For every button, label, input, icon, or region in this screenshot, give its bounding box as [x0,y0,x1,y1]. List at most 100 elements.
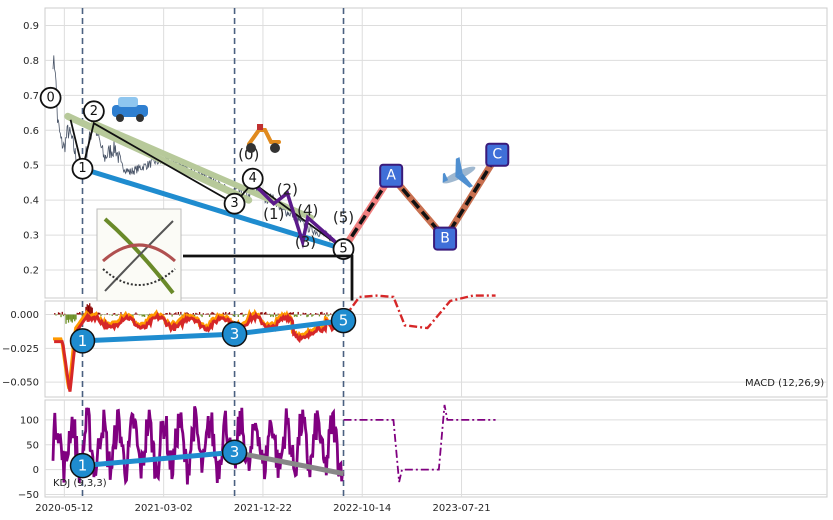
macd-histogram-bar [117,313,120,315]
macd-histogram-bar [144,314,146,317]
wave-marker-circle [241,167,264,190]
macd-histogram-bar [91,307,93,315]
macd-histogram-bar [310,313,312,315]
macd-panel: 0.000 −0.025 −0.050 1 3 5 [2,294,828,398]
scooter-seat [257,124,263,130]
x-tick-label: 2021-12-22 [234,503,292,514]
macd-histogram-bar [193,314,196,317]
macd-histogram-bar [165,313,167,315]
macd-histogram-bar [195,312,197,315]
y-tick-label: 0.000 [10,310,39,321]
macd-histogram-bar [64,313,66,315]
macd-histogram-bar [86,304,88,315]
macd-divergence-label: 3 [230,325,240,343]
projection-marker-box [379,163,404,188]
macd-histogram-bar [227,313,229,315]
macd-histogram-bar [149,313,151,315]
sub-wave-label: (4) [297,202,318,220]
macd-histogram-bar [312,314,314,316]
macd-histogram-bar [76,312,78,315]
macd-histogram-bar [116,314,118,316]
macd-histogram-bar [223,313,226,315]
wave-marker-circle [82,100,105,123]
wave-marker-label: 0 [46,90,54,105]
y-tick-label: 100 [20,415,39,426]
macd-histogram-bar [313,314,316,316]
wave-marker-circle [332,238,355,260]
projection-marker-label: C [492,147,502,163]
macd-histogram-bar [168,312,171,315]
macd-histogram-bar [205,313,207,315]
macd-histogram-bar [77,313,80,315]
macd-histogram-bar [211,311,213,315]
macd-histogram-bar [177,311,180,315]
y-tick-label: 0.7 [23,91,39,102]
scooter-wheel [246,143,256,153]
macd-histogram-bar [328,314,331,316]
kdj-divergence-line [82,449,235,469]
macd-histogram-bar [268,313,271,315]
macd-histogram-bar [240,313,242,315]
macd-histogram-bar [59,312,61,315]
macd-histogram-bar [275,314,277,317]
macd-histogram-bar [297,311,299,315]
macd-histogram-bar [291,313,293,315]
macd-histogram-bar [139,314,141,316]
macd-divergence-label: 1 [78,332,88,350]
y-tick-label: −50 [18,490,39,501]
macd-histogram-bar [65,314,67,324]
macd-histogram-bar [233,314,236,316]
macd-histogram-bar [213,313,216,315]
macd-histogram-bar [327,314,329,317]
scooter-body [247,128,281,146]
macd-histogram-bar [106,313,108,315]
projection-wave-dashed [342,153,499,251]
projection-marker-box [485,142,510,167]
y-tick-label: −0.050 [2,378,39,389]
macd-histogram-bar [104,314,106,316]
price-panel: 0.20.30.40.50.60.70.80.9012345(0)(1)(2)(… [23,7,828,338]
macd-histogram-bar [212,312,214,315]
macd-histogram-bar [228,312,231,315]
panel-frame [44,399,828,498]
macd-histogram-bar [131,314,133,317]
macd-histogram-bar [70,314,72,322]
macd-histogram-bar [172,313,175,315]
macd-histogram-bar [120,312,122,315]
y-tick-label: 0.8 [23,56,39,67]
macd-histogram-bar [263,312,266,315]
macd-histogram-bar [326,312,328,315]
wave-marker-circle [223,192,246,215]
kdj-divergence-marker [221,439,248,465]
macd-histogram-bar [175,312,177,315]
macd-histogram-bar [307,314,309,317]
macd-histogram-bar [171,314,173,317]
macd-histogram-bar [232,314,234,317]
scooter-wheel [270,143,280,153]
y-tick-label: 0.4 [23,196,39,207]
macd-histogram-bar [225,311,227,315]
macd-divergence-marker [330,307,357,334]
macd-histogram-bar [111,314,113,316]
wave-marker-label: 5 [339,242,347,257]
macd-histogram-bar [276,314,278,316]
thumbnail-curve [102,268,176,286]
airplane-wing [455,157,463,177]
macd-divergence-label: 5 [339,312,349,330]
macd-histogram-bar [55,314,57,316]
macd-histogram-bar [277,313,279,315]
macd-histogram-bar [330,313,332,315]
macd-histogram-bar [87,305,90,315]
macd-histogram-bar [206,313,208,315]
macd-histogram-bar [90,306,92,315]
wave-marker-circle [39,86,62,109]
projection-marker-label: B [440,231,450,247]
macd-histogram-bar [61,311,63,315]
macd-histogram-bar [132,314,135,316]
macd-histogram-bar [323,313,326,315]
macd-histogram-bar [320,312,322,315]
macd-histogram-bar [135,312,137,315]
wave-marker-label: 2 [90,104,98,119]
projection-marker-label: A [386,168,396,184]
inset-thumbnail [96,208,182,302]
